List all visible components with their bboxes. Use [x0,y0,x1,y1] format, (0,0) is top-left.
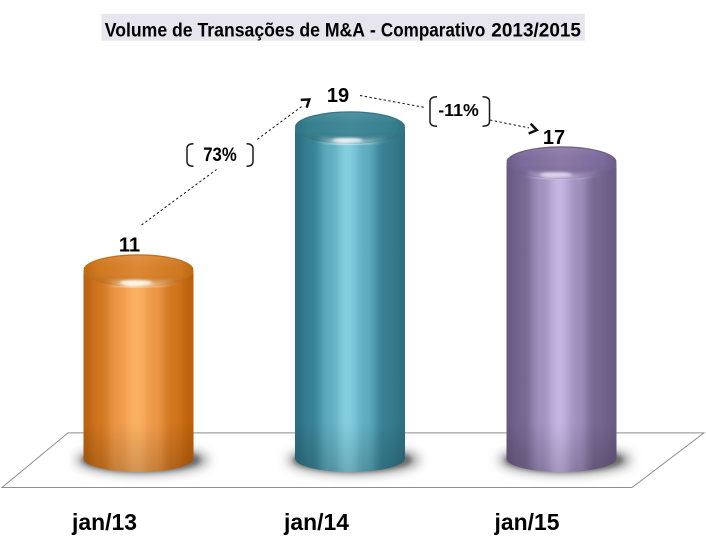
svg-text:73%: 73% [203,144,237,166]
svg-text:17: 17 [543,127,565,149]
svg-text:Volume de Transações de M&A: Volume de Transações de M&A [105,19,365,41]
svg-text:Comparativo: Comparativo [381,19,485,41]
svg-text:jan/13: jan/13 [71,509,137,535]
svg-text:jan/15: jan/15 [494,509,560,535]
svg-text:19: 19 [327,85,349,107]
svg-text:2013/2015: 2013/2015 [491,19,581,41]
svg-text:jan/14: jan/14 [283,509,349,535]
svg-text:-11%: -11% [438,100,479,120]
svg-text:11: 11 [119,234,140,256]
svg-text:-: - [370,19,376,41]
